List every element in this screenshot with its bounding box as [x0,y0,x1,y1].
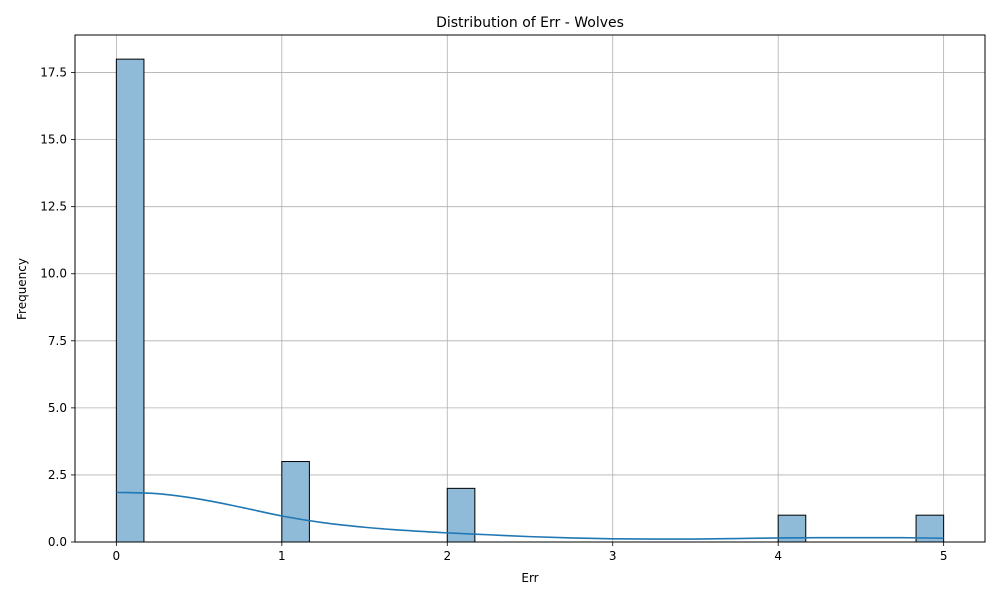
y-tick-label: 15.0 [40,133,67,147]
x-tick-label: 3 [609,549,617,563]
y-tick-label: 12.5 [40,200,67,214]
histogram-bar [115,58,145,543]
y-tick-label: 5.0 [48,401,67,415]
x-tick-label: 4 [774,549,782,563]
x-axis-label: Err [521,571,538,585]
grid-layer [75,35,985,543]
y-tick-label: 17.5 [40,66,67,80]
histogram-bar [281,461,310,543]
kde-layer [116,491,944,540]
x-tick-label: 2 [443,549,451,563]
kde-curve [116,491,944,540]
y-axis-label: Frequency [15,258,29,320]
plot-frame [74,34,986,543]
y-tick-label: 7.5 [48,334,67,348]
y-tick-label: 2.5 [48,468,67,482]
x-tick-label: 1 [278,549,286,563]
x-tick-label: 5 [940,549,948,563]
x-tick-label: 0 [113,549,121,563]
y-tick-label: 10.0 [40,267,67,281]
chart-title: Distribution of Err - Wolves [436,15,624,31]
ticks-layer: 0 1 2 3 4 5 0.0 2.5 5.0 7.5 10.0 12.5 15.0 17.5 [40,66,947,563]
y-tick-label: 0.0 [48,535,67,549]
